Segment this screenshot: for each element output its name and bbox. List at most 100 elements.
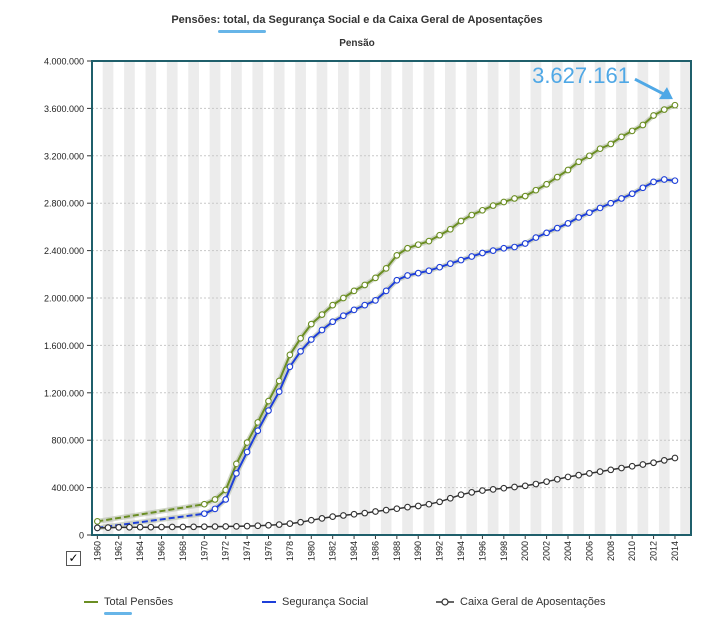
x-tick-label: 2008 — [606, 541, 616, 561]
data-point-caixa — [265, 521, 272, 529]
data-point-caixa — [425, 500, 433, 508]
chart-title: Pensões: total, da Segurança Social e da… — [171, 14, 543, 26]
year-band — [637, 61, 649, 535]
data-point-caixa — [254, 522, 262, 530]
data-point-total — [671, 101, 679, 109]
data-point-seguranca — [233, 470, 240, 477]
data-point-seguranca — [340, 312, 347, 320]
year-band — [402, 61, 413, 535]
x-tick-label: 1964 — [135, 541, 145, 561]
data-point-seguranca — [254, 427, 262, 435]
data-point-caixa — [414, 502, 422, 510]
data-point-caixa — [500, 484, 508, 492]
chart-subtitle: Pensão — [339, 38, 375, 49]
data-point-caixa — [222, 523, 230, 530]
data-point-total — [596, 145, 604, 153]
data-point-total — [564, 166, 572, 174]
data-point-caixa — [382, 506, 390, 514]
data-point-total — [511, 195, 518, 202]
data-point-total — [372, 274, 379, 282]
line-chart[interactable]: 0 400.000 800.000 1.200.000 1.600.000 2.000.0… — [0, 0, 714, 596]
data-point-caixa — [286, 520, 294, 527]
data-point-seguranca — [521, 240, 529, 247]
x-tick-label: 1984 — [349, 541, 359, 561]
data-point-caixa — [618, 464, 625, 472]
x-tick-label: 1960 — [92, 541, 102, 561]
data-point-seguranca — [372, 297, 379, 304]
data-point-seguranca — [393, 276, 401, 284]
data-point-caixa — [200, 523, 208, 531]
legend-label-seguranca: Segurança Social — [282, 596, 369, 608]
legend-item-caixa[interactable]: Caixa Geral de Aposentações — [436, 596, 606, 608]
data-point-seguranca — [211, 505, 219, 513]
legend-item-seguranca[interactable]: Segurança Social — [262, 596, 368, 608]
data-point-seguranca — [564, 219, 572, 227]
data-point-total — [639, 121, 647, 129]
y-tick-label: 400.000 — [51, 483, 84, 493]
data-point-caixa — [104, 524, 112, 532]
data-point-caixa — [307, 516, 315, 524]
y-tick-label: 2.400.000 — [44, 246, 84, 256]
data-point-caixa — [457, 491, 465, 499]
legend-item-total[interactable]: Total Pensões — [84, 596, 173, 608]
y-tick-label: 0 — [79, 531, 84, 541]
data-point-caixa — [671, 454, 679, 462]
data-point-total — [350, 287, 358, 295]
data-point-total — [340, 294, 347, 302]
plot-frame — [91, 60, 692, 536]
data-point-total — [446, 225, 454, 233]
data-point-seguranca — [404, 272, 411, 279]
data-point-caixa — [393, 505, 401, 513]
data-point-seguranca — [596, 204, 604, 212]
data-point-caixa — [521, 482, 529, 490]
data-point-caixa — [329, 513, 337, 520]
data-point-caixa — [511, 483, 518, 491]
data-point-caixa — [126, 523, 133, 531]
options-checkbox[interactable]: ✓ — [66, 551, 81, 566]
x-tick-label: 2010 — [627, 541, 637, 561]
data-point-seguranca — [479, 249, 486, 257]
data-point-seguranca — [575, 214, 583, 221]
x-tick-label: 1978 — [285, 541, 295, 561]
data-point-seguranca — [200, 510, 208, 518]
annotation-arrow-shaft — [634, 77, 667, 97]
x-tick-label: 1996 — [477, 541, 487, 561]
data-point-seguranca — [468, 253, 476, 260]
x-tick-label: 1988 — [392, 541, 402, 561]
data-point-caixa — [446, 494, 454, 502]
data-point-caixa — [575, 471, 583, 479]
data-point-seguranca — [425, 267, 433, 275]
data-point-seguranca — [350, 306, 358, 314]
data-point-total — [200, 500, 208, 508]
data-point-caixa — [190, 523, 197, 531]
data-point-total — [521, 192, 529, 200]
x-tick-label: 1966 — [157, 541, 167, 561]
data-point-total — [414, 241, 422, 249]
x-tick-label: 1982 — [328, 541, 338, 561]
legend-marker-total-icon — [84, 601, 98, 603]
x-tick-label: 1974 — [242, 541, 252, 561]
data-point-seguranca — [511, 243, 518, 251]
legend-highlight — [104, 612, 132, 615]
data-point-seguranca — [382, 287, 390, 295]
year-band — [380, 61, 392, 535]
data-point-caixa — [404, 503, 411, 511]
y-tick-label: 3.600.000 — [44, 104, 84, 114]
data-point-caixa — [586, 470, 593, 477]
data-point-total — [211, 496, 219, 503]
data-point-total — [489, 202, 497, 209]
x-tick-label: 1976 — [263, 541, 273, 561]
data-point-seguranca — [553, 224, 561, 232]
data-point-seguranca — [275, 388, 283, 395]
data-point-caixa — [479, 487, 486, 494]
data-point-seguranca — [436, 263, 443, 271]
data-point-seguranca — [457, 256, 465, 264]
year-band — [273, 61, 285, 535]
data-point-total — [575, 158, 583, 166]
data-point-caixa — [639, 461, 647, 468]
title-highlight — [218, 30, 266, 33]
data-point-seguranca — [639, 184, 647, 192]
data-point-seguranca — [297, 347, 304, 355]
data-point-seguranca — [318, 326, 326, 334]
x-tick-label: 1992 — [435, 541, 445, 561]
